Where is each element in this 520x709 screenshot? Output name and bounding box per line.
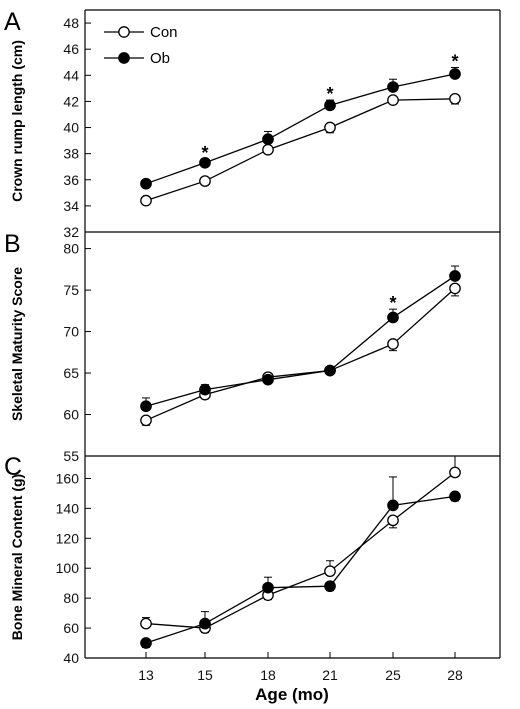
x-tick-label: 18 bbox=[260, 667, 276, 683]
con-point bbox=[324, 121, 336, 134]
y-axis-label: Bone Mineral Content (g) bbox=[9, 474, 25, 640]
con-point bbox=[140, 194, 152, 207]
ob-point bbox=[387, 81, 399, 93]
con-point bbox=[449, 282, 461, 295]
y-tick-label: 42 bbox=[63, 93, 79, 109]
panel-letter: B bbox=[4, 230, 21, 258]
x-tick-label: 28 bbox=[447, 667, 463, 683]
legend-ob-label: Ob bbox=[150, 50, 170, 67]
ob-point bbox=[324, 580, 336, 593]
panel-c: C 40 60 80 100 120 140 160 Bone Mineral Content … bbox=[4, 453, 501, 666]
significance-star: * bbox=[326, 84, 333, 104]
ob-point bbox=[324, 364, 336, 377]
ob-point bbox=[140, 400, 152, 413]
ob-point bbox=[262, 373, 274, 386]
con-point bbox=[140, 414, 152, 427]
y-tick-label: 48 bbox=[63, 15, 79, 31]
ob-point bbox=[449, 68, 461, 80]
con-point bbox=[140, 617, 152, 630]
y-tick-label: 100 bbox=[56, 560, 80, 576]
y-tick-label: 65 bbox=[63, 365, 79, 381]
con-point bbox=[449, 466, 461, 479]
ob-point bbox=[387, 499, 399, 512]
legend-con-marker bbox=[118, 26, 130, 38]
con-point bbox=[262, 143, 274, 156]
significance-star: * bbox=[389, 293, 396, 313]
con-point bbox=[449, 92, 461, 105]
x-tick-label: 13 bbox=[138, 667, 154, 683]
significance-star: * bbox=[201, 143, 208, 163]
y-tick-label: 60 bbox=[63, 620, 79, 636]
y-tick-label: 32 bbox=[63, 224, 79, 240]
con-point bbox=[387, 338, 399, 350]
y-axis-label: Skeletal Maturity Score bbox=[9, 267, 25, 421]
y-tick-label: 40 bbox=[63, 650, 79, 666]
x-tick-label: 15 bbox=[197, 667, 213, 683]
legend-ob-marker bbox=[118, 52, 130, 64]
ob-point bbox=[387, 311, 399, 324]
y-tick-label: 70 bbox=[63, 324, 79, 340]
x-tick-label: 25 bbox=[385, 667, 401, 683]
con-series-line bbox=[145, 98, 456, 202]
con-point bbox=[387, 94, 399, 106]
x-tick-label: 21 bbox=[322, 667, 338, 683]
y-tick-label: 46 bbox=[63, 41, 79, 57]
legend-con-label: Con bbox=[150, 24, 178, 41]
y-tick-label: 55 bbox=[63, 448, 79, 464]
con-point bbox=[199, 175, 211, 187]
significance-star: * bbox=[451, 51, 458, 71]
ob-series-line bbox=[145, 73, 456, 185]
ob-point bbox=[262, 581, 274, 594]
panel-letter: C bbox=[4, 453, 22, 481]
y-tick-label: 120 bbox=[56, 530, 80, 546]
y-tick-label: 40 bbox=[63, 120, 79, 136]
ob-point bbox=[449, 270, 461, 282]
y-axis-label: Crown rump length (cm) bbox=[9, 40, 25, 202]
y-tick-label: 36 bbox=[63, 172, 79, 188]
y-tick-label: 44 bbox=[63, 67, 79, 83]
y-tick-label: 80 bbox=[63, 590, 79, 606]
ob-point bbox=[199, 383, 211, 396]
ob-series-line bbox=[145, 495, 456, 644]
panel-b: B 55 60 65 70 75 80 Skeletal Maturity Score * bbox=[4, 230, 501, 464]
ob-point bbox=[140, 637, 152, 649]
y-tick-label: 160 bbox=[56, 470, 80, 486]
panel-a: A 32 34 36 38 40 42 44 46 48 Crown rump length (cm… bbox=[4, 8, 501, 240]
y-tick-label: 80 bbox=[63, 241, 79, 257]
y-tick-label: 60 bbox=[63, 407, 79, 423]
con-point bbox=[324, 565, 336, 578]
ob-point bbox=[324, 99, 336, 112]
ob-point bbox=[199, 156, 211, 169]
ob-point bbox=[449, 490, 461, 503]
y-tick-label: 34 bbox=[63, 198, 79, 214]
y-tick-label: 140 bbox=[56, 500, 80, 516]
y-tick-label: 75 bbox=[63, 282, 79, 298]
panel-letter: A bbox=[4, 8, 21, 36]
con-point bbox=[387, 514, 399, 527]
con-series-line bbox=[145, 287, 456, 421]
x-axis-label: Age (mo) bbox=[255, 685, 329, 704]
y-tick-label: 38 bbox=[63, 146, 79, 162]
ob-series-line bbox=[145, 275, 456, 407]
ob-point bbox=[199, 617, 211, 630]
ob-point bbox=[140, 177, 152, 190]
ob-point bbox=[262, 133, 274, 146]
